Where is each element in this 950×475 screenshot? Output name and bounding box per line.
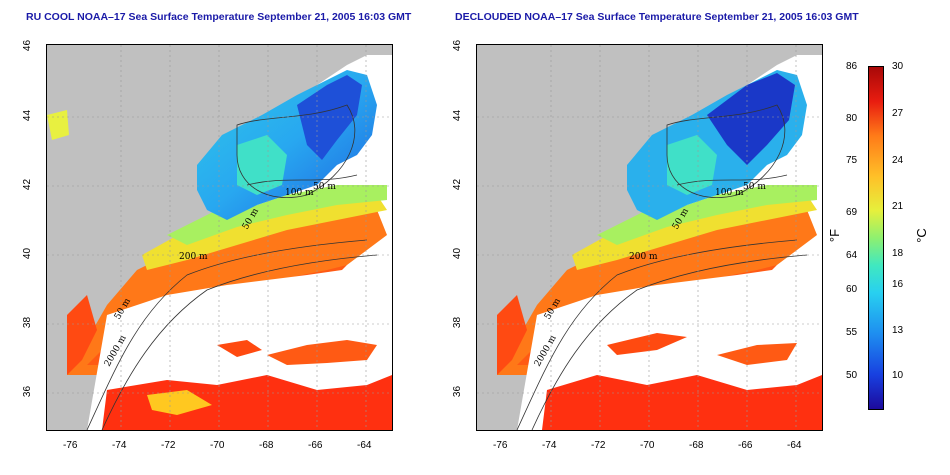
left-lat-tick-36: 36	[22, 385, 34, 398]
left-lon-tick-68: -68	[259, 440, 274, 451]
colorbar-c-tick-10: 10	[892, 370, 904, 381]
left-map-panel: 50 m 100 m 50 m 200 m 50 m 2000 m	[46, 44, 393, 431]
colorbar-c-tick-30: 30	[892, 61, 904, 72]
right-lat-tick-46: 46	[452, 39, 464, 52]
contour-label-200m: 200 m	[179, 252, 208, 262]
colorbar-f-tick-64: 64	[846, 250, 858, 261]
right-map-title: DECLOUDED NOAA–17 Sea Surface Temperatur…	[455, 11, 859, 23]
right-lon-tick-66: -66	[738, 440, 753, 451]
left-lon-tick-70: -70	[210, 440, 225, 451]
left-lon-tick-76: -76	[63, 440, 78, 451]
colorbar-c-tick-18: 18	[892, 248, 904, 259]
right-lon-tick-70: -70	[640, 440, 655, 451]
left-lon-tick-72: -72	[161, 440, 176, 451]
colorbar-unit-fahrenheit: °F	[827, 228, 843, 243]
left-lat-tick-42: 42	[22, 178, 34, 191]
colorbar-f-tick-80: 80	[846, 113, 858, 124]
colorbar-c-tick-13: 13	[892, 325, 904, 336]
right-lon-tick-72: -72	[591, 440, 606, 451]
contour-label-200m: 200 m	[629, 252, 658, 262]
left-lon-tick-66: -66	[308, 440, 323, 451]
left-lat-tick-46: 46	[22, 39, 34, 52]
left-lat-tick-38: 38	[22, 316, 34, 329]
right-map-panel: 50 m 100 m 50 m 200 m 50 m 2000 m	[476, 44, 823, 431]
right-lat-tick-38: 38	[452, 316, 464, 329]
right-lon-tick-76: -76	[493, 440, 508, 451]
contour-label-100m: 100 m	[715, 188, 744, 198]
right-lon-tick-64: -64	[787, 440, 802, 451]
colorbar-f-tick-55: 55	[846, 327, 858, 338]
colorbar-c-tick-24: 24	[892, 155, 904, 166]
left-map-title: RU COOL NOAA–17 Sea Surface Temperature …	[26, 11, 412, 23]
right-lon-tick-68: -68	[689, 440, 704, 451]
right-lat-tick-40: 40	[452, 247, 464, 260]
contour-label-50m-a: 50 m	[313, 182, 336, 192]
left-lon-tick-74: -74	[112, 440, 127, 451]
left-sst-map: 50 m 100 m 50 m 200 m 50 m 2000 m	[47, 45, 392, 430]
right-lat-tick-42: 42	[452, 178, 464, 191]
temperature-colorbar	[868, 66, 884, 410]
colorbar-f-tick-69: 69	[846, 207, 858, 218]
left-lat-tick-40: 40	[22, 247, 34, 260]
right-lat-tick-44: 44	[452, 109, 464, 122]
colorbar-f-tick-60: 60	[846, 284, 858, 295]
colorbar-c-tick-21: 21	[892, 201, 904, 212]
right-lon-tick-74: -74	[542, 440, 557, 451]
colorbar-unit-celsius: °C	[913, 228, 929, 243]
colorbar-c-tick-27: 27	[892, 108, 904, 119]
right-lat-tick-36: 36	[452, 385, 464, 398]
left-lon-tick-64: -64	[357, 440, 372, 451]
colorbar-f-tick-75: 75	[846, 155, 858, 166]
contour-label-50m-a: 50 m	[743, 182, 766, 192]
left-lat-tick-44: 44	[22, 109, 34, 122]
colorbar-c-tick-16: 16	[892, 279, 904, 290]
colorbar-f-tick-86: 86	[846, 61, 858, 72]
colorbar-f-tick-50: 50	[846, 370, 858, 381]
right-sst-map: 50 m 100 m 50 m 200 m 50 m 2000 m	[477, 45, 822, 430]
contour-label-100m: 100 m	[285, 188, 314, 198]
